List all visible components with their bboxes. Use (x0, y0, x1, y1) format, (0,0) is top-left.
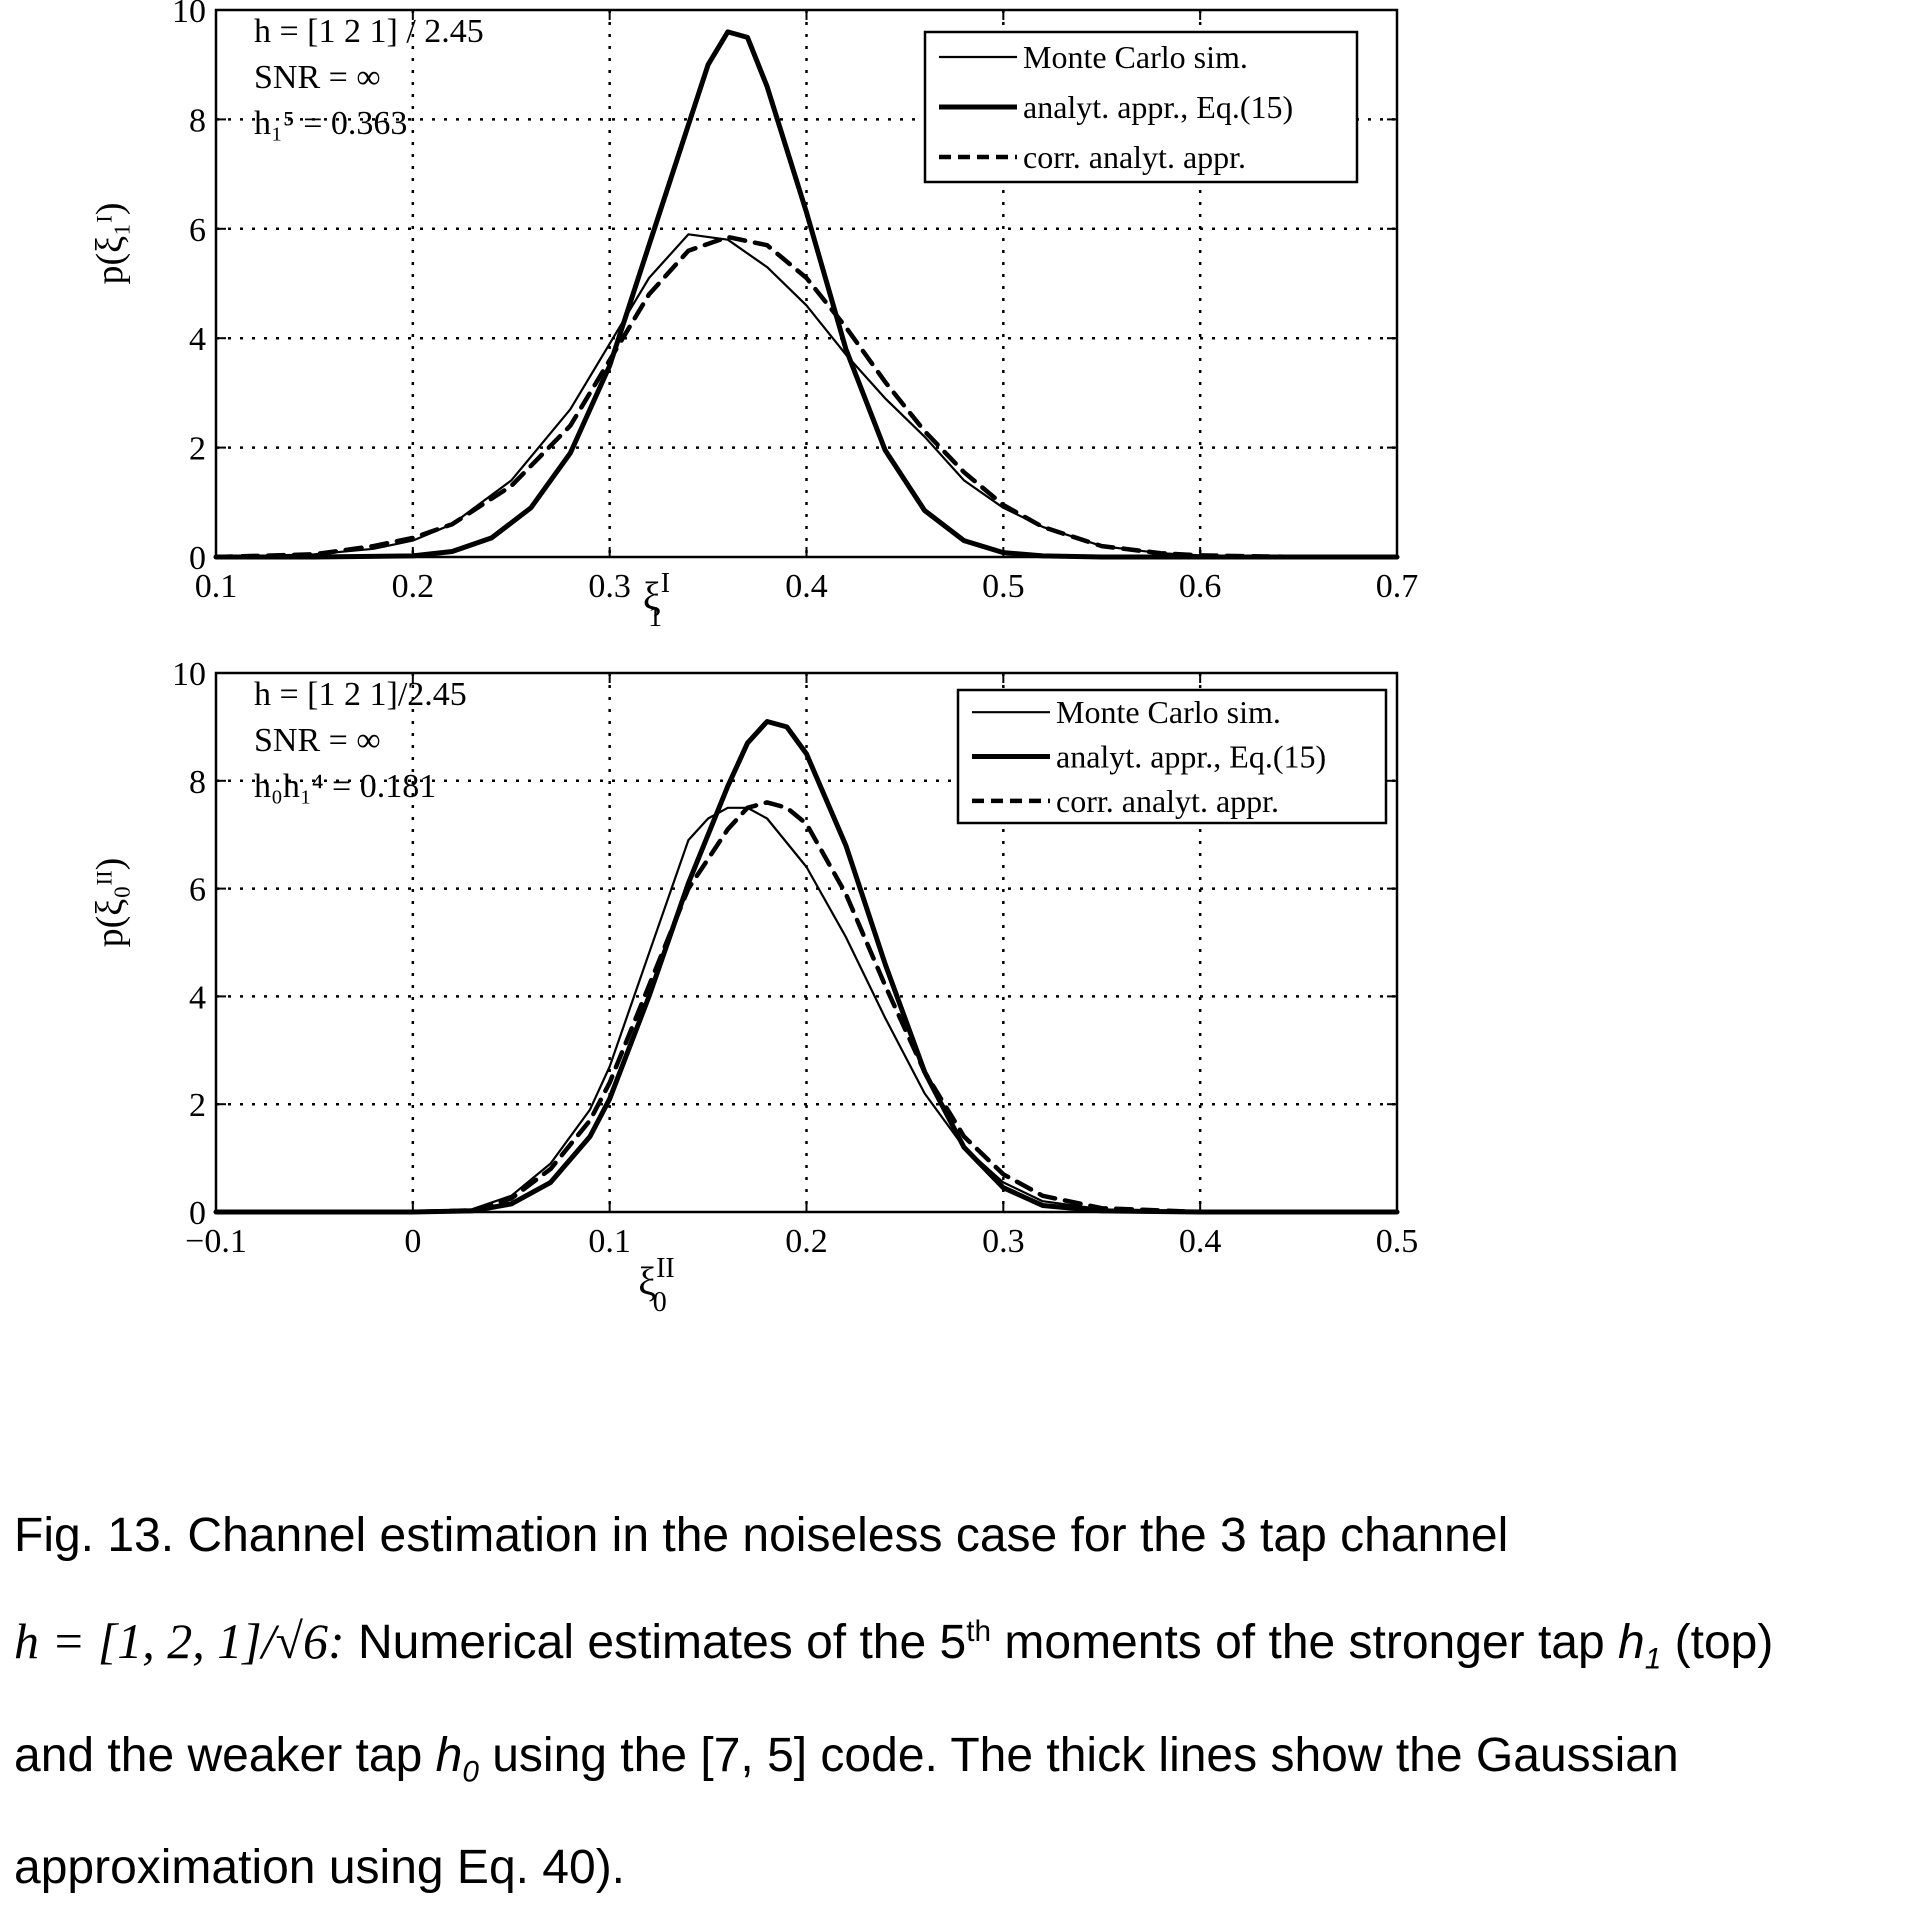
caption-line-2: h = [1, 2, 1]/√6: Numerical estimates of… (14, 1584, 1919, 1708)
x-tick-label: 0.2 (392, 568, 435, 605)
annotation-text: h = [1 2 1] / 2.45 (254, 13, 484, 50)
legend: Monte Carlo sim. analyt. appr., Eq.(15) co… (956, 688, 1388, 825)
y-tick-label: 2 (189, 431, 206, 468)
x-tick-label: 0.4 (1179, 1223, 1222, 1260)
x-tick-label: 0.3 (982, 1223, 1025, 1260)
annotation-text: h₀h₁⁴ = 0.181 (254, 768, 436, 805)
legend-label: analyt. appr., Eq.(15) (1023, 89, 1293, 125)
caption-line-1: Fig. 13. Channel estimation in the noise… (14, 1509, 1509, 1562)
y-tick-label: 8 (189, 102, 206, 139)
x-axis-label: ξII 0 (638, 1253, 675, 1318)
y-tick-label: 10 (172, 656, 206, 693)
series-line-dashed (213, 234, 1400, 560)
x-tick-label: −0.1 (185, 1223, 247, 1260)
series-line-thick (213, 719, 1400, 1215)
y-tick-label: 10 (172, 0, 206, 30)
x-tick-label: 0.5 (982, 568, 1025, 605)
legend-label: corr. analyt. appr. (1056, 783, 1279, 819)
y-axis-label: p(ξ₁ᴵ) (89, 202, 131, 284)
caption-formula: h = [1, 2, 1]/√6: (14, 1613, 345, 1669)
annotation-text: SNR = ∞ (254, 722, 381, 759)
y-tick-label: 4 (189, 321, 206, 358)
caption-variable: h (435, 1728, 463, 1782)
y-tick-label: 6 (189, 872, 206, 909)
y-tick-label: 4 (189, 979, 206, 1016)
x-tick-label: 0.6 (1179, 568, 1222, 605)
annotation-text: SNR = ∞ (254, 59, 381, 96)
caption-subscript: 0 (462, 1755, 479, 1789)
caption-text: using the [7, 5] code. The thick lines s… (478, 1728, 1679, 1782)
y-tick-label: 0 (189, 1195, 206, 1232)
caption-line-4: approximation using Eq. 40). (14, 1841, 626, 1895)
caption-variable: h (1618, 1616, 1645, 1669)
figure-plots: 0.1 0.2 0.3 0.4 0.5 0.6 0.7 0 2 4 6 8 10 ξI 1 p(ξ₁ᴵ) h =… (89, 0, 1418, 1318)
y-tick-label: 6 (189, 212, 206, 249)
caption-text: Numerical estimates of the 5 (344, 1616, 967, 1669)
x-tick-label: 0.5 (1376, 1223, 1419, 1260)
x-axis-label: ξI 1 (643, 568, 670, 633)
caption-text: (top) (1661, 1616, 1774, 1669)
legend-label: Monte Carlo sim. (1023, 39, 1248, 75)
x-tick-label: 0.2 (785, 1223, 828, 1260)
x-tick-label: 0.7 (1376, 568, 1419, 605)
y-tick-label: 8 (189, 764, 206, 801)
x-tick-label: 0 (404, 1223, 421, 1260)
legend: Monte Carlo sim. analyt. appr., Eq.(15) co… (923, 30, 1359, 184)
x-tick-label: 0.4 (785, 568, 828, 605)
series-line-thick (213, 29, 1400, 560)
y-tick-label: 0 (189, 540, 206, 577)
caption-superscript: th (966, 1615, 992, 1648)
y-tick-label: 2 (189, 1087, 206, 1124)
annotation-text: h = [1 2 1]/2.45 (254, 676, 467, 713)
legend-label: analyt. appr., Eq.(15) (1056, 739, 1326, 775)
x-tick-label: 0.1 (195, 568, 238, 605)
x-tick-label: 0.1 (588, 1223, 631, 1260)
series-line-dashed (213, 800, 1400, 1215)
caption-line-3: and the weaker tap h0 using the [7, 5] c… (14, 1708, 1919, 1821)
caption-text: and the weaker tap (14, 1728, 436, 1782)
figure-caption: Fig. 13. Channel estimation in the noise… (14, 1488, 1919, 1916)
caption-text: moments of the stronger tap (991, 1616, 1619, 1669)
legend-label: corr. analyt. appr. (1023, 139, 1246, 175)
annotation-text: h₁⁵ = 0.363 (254, 105, 407, 142)
caption-subscript: 1 (1644, 1642, 1662, 1676)
chart-top: 0.1 0.2 0.3 0.4 0.5 0.6 0.7 0 2 4 6 8 10 ξI 1 p(ξ₁ᴵ) h =… (89, 0, 1418, 633)
x-tick-label: 0.3 (588, 568, 631, 605)
legend-label: Monte Carlo sim. (1056, 694, 1281, 730)
y-axis-label: p(ξ₀ᴵᴵ) (89, 858, 131, 948)
